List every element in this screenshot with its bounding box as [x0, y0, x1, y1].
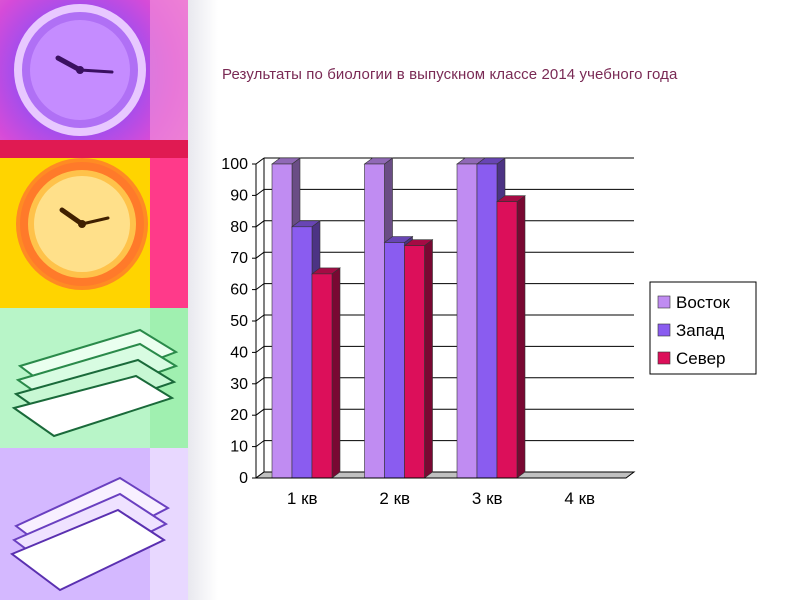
gridline-depth	[255, 440, 265, 448]
chart-legend: Восток Запад Север	[649, 281, 757, 375]
chart-bars	[271, 157, 526, 479]
gridline-depth	[255, 220, 265, 228]
books-violet-tile	[0, 448, 188, 600]
gridline-depth	[255, 251, 265, 259]
legend-label: Север	[676, 349, 725, 368]
bar-side	[516, 195, 526, 479]
bar-side	[424, 239, 433, 479]
y-tick-label: 20	[230, 407, 248, 424]
legend-swatch	[657, 323, 671, 337]
gridline-depth	[255, 408, 265, 416]
gridline-depth	[255, 188, 265, 196]
chart-axes: 0 10 20 30 40 50 60 70 80 90 100 1 кв 2 кв 3 кв 4 кв	[221, 156, 626, 508]
legend-label: Запад	[676, 321, 724, 340]
books-green-icon	[11, 308, 188, 448]
clock-purple-icon	[0, 0, 188, 158]
y-tick-label: 70	[230, 250, 248, 267]
bar-side	[331, 267, 341, 479]
legend-label: Восток	[676, 293, 730, 312]
y-tick-label: 10	[230, 439, 248, 456]
y-tick-label: 40	[230, 344, 248, 361]
y-tick-label: 30	[230, 376, 248, 393]
legend-swatch	[657, 351, 671, 365]
decorative-image-strip	[0, 0, 188, 600]
gridline-depth	[255, 314, 265, 322]
legend-swatch	[657, 295, 671, 309]
bar-Север-1 кв	[311, 273, 333, 479]
y-tick-label: 80	[230, 219, 248, 236]
bar-Восток-2 кв	[364, 163, 385, 479]
y-tick-label: 50	[230, 313, 248, 330]
clock-purple-tile	[0, 0, 188, 158]
x-category-label: 2 кв	[379, 489, 410, 508]
gridline-depth	[255, 157, 265, 165]
y-tick-label: 60	[230, 282, 248, 299]
bar-Запад-1 кв	[291, 226, 313, 479]
strip-fade	[188, 0, 218, 600]
bar-Запад-3 кв	[476, 163, 498, 479]
x-category-label: 3 кв	[472, 489, 503, 508]
y-tick-label: 90	[230, 187, 248, 204]
gridline-depth	[255, 283, 265, 291]
gridline-depth	[255, 377, 265, 385]
bar-Запад-2 кв	[384, 242, 405, 479]
bar-Север-2 кв	[404, 245, 425, 479]
gridline-depth	[255, 345, 265, 353]
clock-orange-icon	[16, 158, 188, 308]
y-tick-label: 100	[221, 156, 248, 173]
books-violet-icon	[9, 448, 188, 600]
x-category-label: 1 кв	[287, 489, 318, 508]
bar-Север-3 кв	[496, 201, 518, 479]
bar-Восток-3 кв	[456, 163, 478, 479]
x-category-label: 4 кв	[564, 489, 595, 508]
slide-title: Результаты по биологии в выпускном класс…	[222, 66, 678, 83]
bar-Восток-1 кв	[271, 163, 293, 479]
books-green-tile	[0, 308, 188, 448]
y-tick-label: 0	[239, 470, 248, 487]
clock-orange-tile	[0, 158, 188, 308]
